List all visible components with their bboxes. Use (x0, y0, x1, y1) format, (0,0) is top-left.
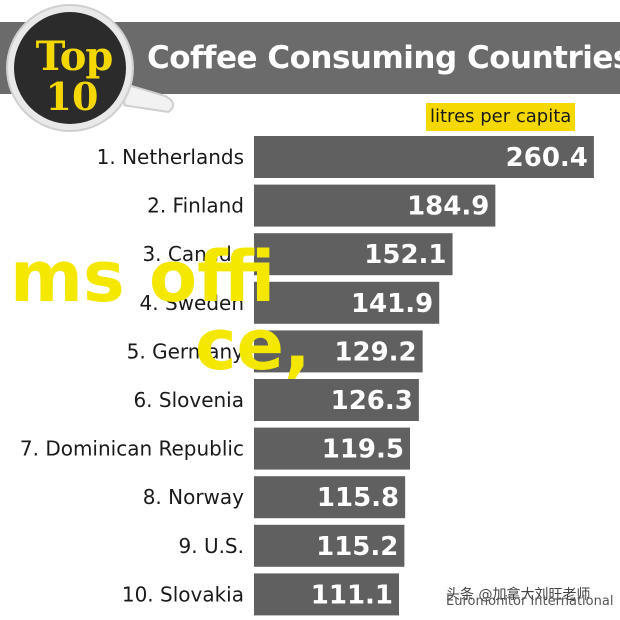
mug-icon: Top 10 (6, 4, 175, 132)
bar-value-label: 260.4 (506, 143, 588, 173)
bar (254, 233, 453, 276)
bar-value-label: 115.2 (316, 532, 398, 562)
bar (254, 136, 594, 178)
bar (254, 184, 496, 227)
category-label: 5. Germany (127, 339, 245, 363)
category-label: 7. Dominican Republic (20, 437, 244, 461)
bar-value-label: 119.5 (322, 435, 404, 465)
top10-mug-logo: Top 10 (0, 0, 190, 140)
bar-value-label: 115.8 (317, 483, 399, 513)
category-label: 9. U.S. (179, 534, 245, 558)
category-label: 1. Netherlands (97, 145, 244, 169)
bar-value-label: 184.9 (407, 192, 489, 222)
category-label: 10. Slovakia (122, 582, 244, 606)
bar (254, 573, 400, 616)
bar (254, 476, 406, 519)
bar-value-label: 126.3 (331, 386, 413, 416)
logo-text-top: Top (36, 33, 113, 80)
category-label: 6. Slovenia (133, 388, 244, 412)
source-note: Euromonitor International (446, 594, 614, 609)
category-label: 3. Canada (142, 242, 244, 266)
unit-label: litres per capita (426, 103, 576, 131)
corner-credit: 头条 @加拿大刘旺老师 (446, 587, 591, 603)
bar (254, 379, 419, 421)
bar-value-label: 152.1 (364, 240, 446, 270)
category-label: 4. Sweden (140, 291, 244, 315)
category-label: 8. Norway (143, 485, 244, 509)
bar (254, 427, 410, 470)
bar (254, 281, 440, 324)
bar (254, 330, 423, 373)
logo-text-10: 10 (46, 74, 99, 119)
bar-value-label: 129.2 (334, 337, 416, 367)
category-label: 2. Finland (147, 194, 244, 218)
bar-value-label: 141.9 (351, 289, 433, 319)
bar (254, 524, 405, 567)
bar-value-label: 111.1 (311, 580, 393, 610)
chart-title: Coffee Consuming Countries (147, 40, 620, 76)
